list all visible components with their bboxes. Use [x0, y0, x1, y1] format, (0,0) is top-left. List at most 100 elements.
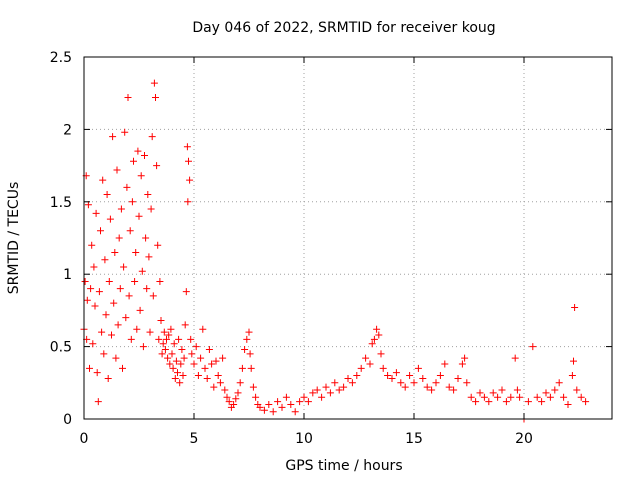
data-point	[458, 360, 466, 368]
data-point	[287, 401, 295, 409]
data-point	[114, 321, 122, 329]
y-tick-label: 1.5	[50, 195, 72, 211]
data-point	[214, 372, 222, 380]
data-point	[577, 393, 585, 401]
x-tick-label: 10	[295, 431, 313, 447]
data-point	[154, 241, 162, 249]
data-point	[130, 157, 137, 165]
data-point	[122, 314, 130, 322]
data-point	[291, 408, 299, 416]
data-point	[241, 345, 249, 353]
data-point	[143, 285, 151, 293]
data-point	[212, 357, 220, 365]
data-point	[582, 398, 590, 406]
data-point	[370, 335, 378, 343]
data-point	[230, 401, 238, 409]
data-point	[494, 393, 502, 401]
data-point	[238, 364, 246, 372]
data-point	[127, 335, 135, 343]
data-point	[269, 408, 277, 416]
data-point	[392, 369, 400, 377]
data-point	[480, 393, 488, 401]
data-point	[362, 354, 370, 362]
data-point	[103, 191, 111, 199]
y-tick-label: 0.5	[50, 340, 72, 356]
data-point	[304, 398, 312, 406]
data-point	[155, 335, 163, 343]
data-point	[366, 360, 374, 368]
data-point	[555, 379, 563, 387]
y-tick-label: 0	[63, 412, 72, 428]
data-point	[419, 374, 427, 382]
data-point	[529, 343, 537, 351]
data-point	[192, 343, 200, 351]
grid	[84, 57, 612, 419]
data-point	[89, 340, 97, 348]
data-point	[368, 340, 376, 348]
data-point	[120, 263, 128, 271]
data-point	[203, 374, 211, 382]
data-point	[132, 248, 140, 256]
data-point	[410, 379, 418, 387]
data-point	[81, 277, 89, 285]
data-point	[300, 393, 308, 401]
data-point	[91, 302, 99, 310]
x-tick-label: 0	[80, 431, 89, 447]
data-point	[476, 389, 484, 397]
x-axis-ticks: 0 5 10 15 20	[80, 57, 533, 447]
data-point	[179, 372, 187, 380]
data-point	[511, 354, 519, 362]
data-point	[348, 379, 356, 387]
data-point	[313, 386, 321, 394]
data-point	[92, 209, 100, 217]
data-point	[260, 406, 268, 414]
data-point	[141, 151, 148, 159]
data-point	[498, 386, 506, 394]
data-point	[533, 393, 541, 401]
data-point	[101, 256, 109, 264]
data-point	[167, 325, 175, 333]
data-point	[138, 267, 146, 275]
data-point	[145, 253, 153, 261]
data-point	[216, 379, 224, 387]
data-point	[166, 360, 174, 368]
data-point	[344, 374, 352, 382]
data-point	[236, 379, 244, 387]
data-point	[171, 374, 179, 382]
data-point	[99, 176, 107, 184]
data-point	[115, 234, 123, 242]
data-point	[502, 398, 510, 406]
data-point	[282, 393, 290, 401]
data-point	[178, 345, 186, 353]
data-point	[97, 227, 104, 235]
data-point	[568, 372, 576, 380]
data-point	[87, 285, 95, 293]
data-points	[80, 79, 590, 423]
data-point	[161, 345, 169, 353]
data-point	[467, 393, 475, 401]
plot-frame	[83, 56, 613, 420]
y-axis-ticks: 0 0.5 1 1.5 2 2.5	[50, 50, 612, 428]
data-point	[551, 386, 559, 394]
data-point	[489, 389, 497, 397]
data-point	[219, 354, 227, 362]
data-point	[384, 372, 392, 380]
data-point	[164, 354, 172, 362]
data-point	[379, 364, 387, 372]
data-point	[133, 325, 141, 333]
data-point	[159, 340, 167, 348]
data-point	[83, 296, 91, 304]
data-point	[135, 212, 143, 220]
data-point	[377, 350, 385, 358]
data-point	[223, 393, 231, 401]
data-point	[265, 401, 273, 409]
data-point	[160, 328, 168, 336]
data-point	[205, 345, 213, 353]
data-point	[113, 166, 121, 174]
data-point	[318, 393, 326, 401]
data-point	[571, 304, 579, 312]
data-point	[152, 94, 159, 102]
data-point	[123, 183, 131, 191]
data-point	[90, 263, 98, 271]
